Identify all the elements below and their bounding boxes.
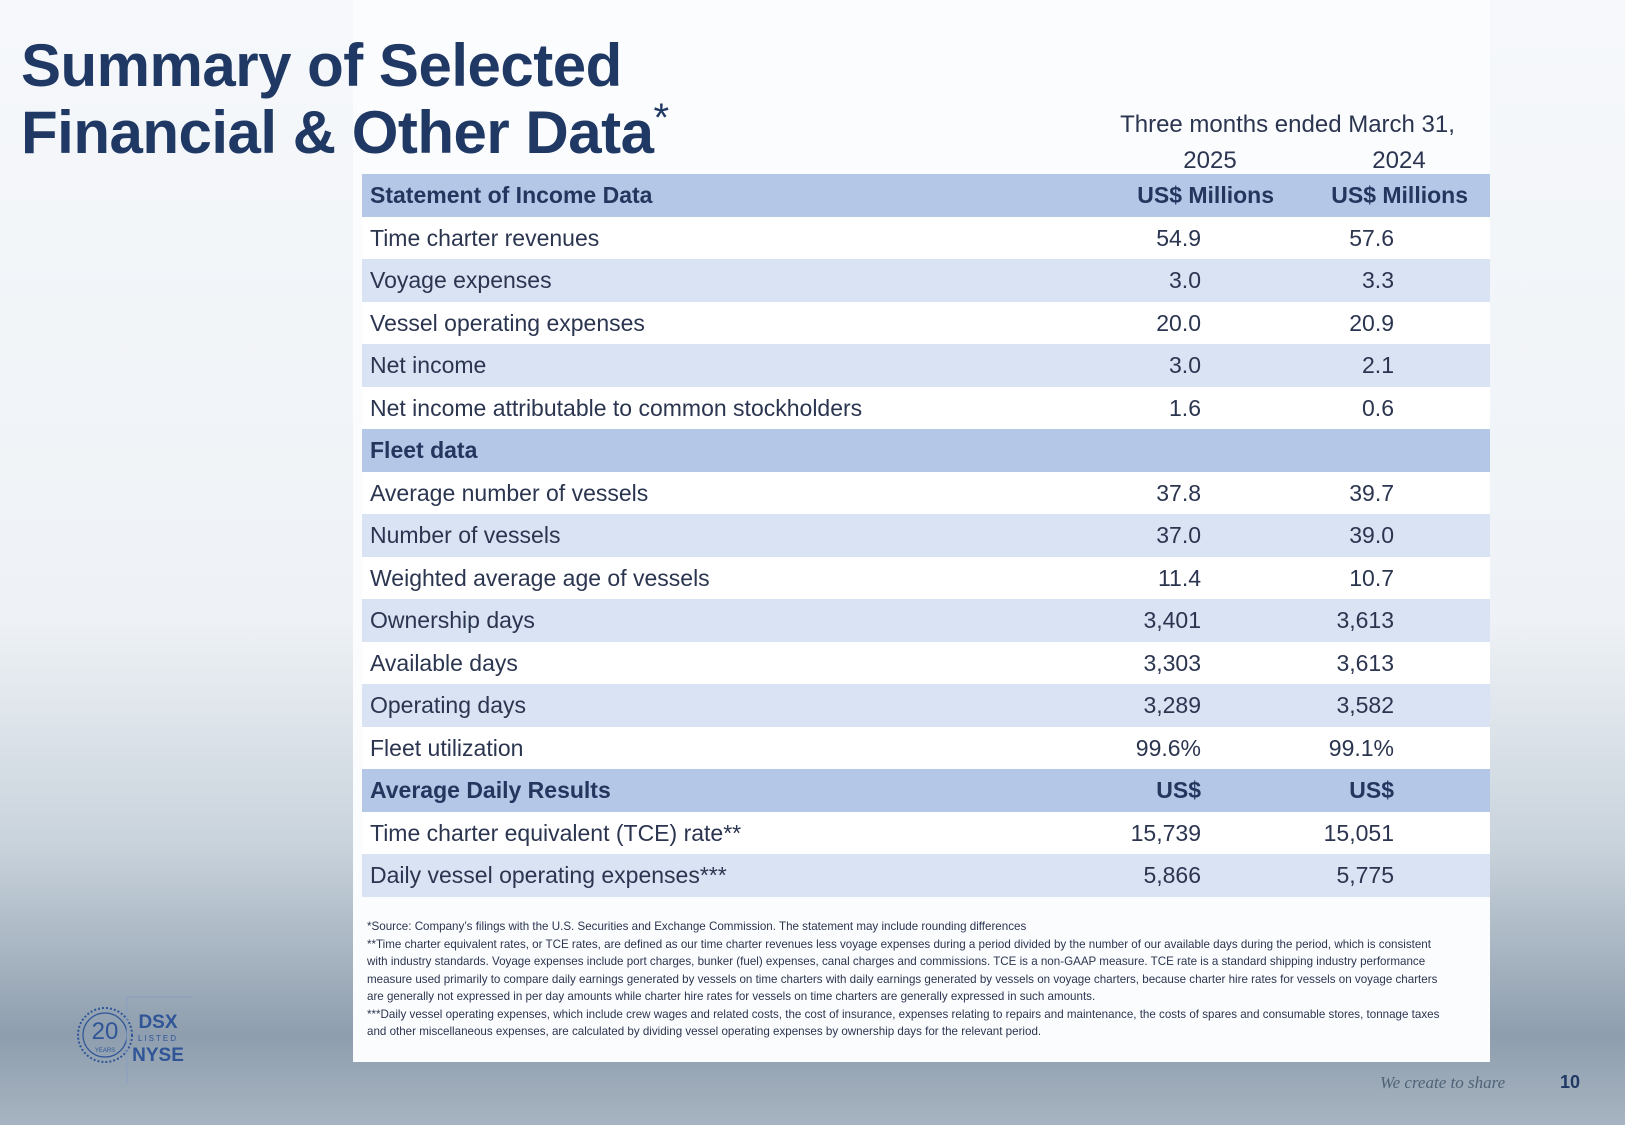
cell-value: 15,739 <box>1130 819 1201 846</box>
table-row: Net income attributable to common stockh… <box>362 386 1490 429</box>
cell-value: 99.1% <box>1328 734 1394 761</box>
period-header: Three months ended March 31, <box>1120 111 1455 138</box>
cell-value: 39.7 <box>1349 479 1394 506</box>
row-label: Net income <box>370 352 487 378</box>
cell-value: 3,303 <box>1143 649 1201 676</box>
table-row: Ownership days 3,401 3,613 <box>362 599 1490 642</box>
title-marker: * <box>653 96 669 140</box>
logo: 20 YEARS DSX LISTED NYSE <box>77 996 192 1083</box>
row-label: Operating days <box>370 692 526 718</box>
table-row: Average number of vessels 37.8 39.7 <box>362 471 1490 514</box>
cell-value: 20.0 <box>1156 309 1201 336</box>
page-number: 10 <box>1560 1072 1581 1092</box>
row-label: Time charter equivalent (TCE) rate** <box>370 819 742 846</box>
row-label: Vessel operating expenses <box>370 309 645 336</box>
cell-value: 39.0 <box>1349 522 1394 548</box>
cell-value: 5,775 <box>1336 862 1394 888</box>
table-row: Number of vessels 37.0 39.0 <box>362 514 1490 557</box>
unit-label: US$ <box>1349 777 1394 803</box>
cell-value: 3,613 <box>1336 649 1394 676</box>
logo-bottom: NYSE <box>132 1045 184 1066</box>
row-label: Ownership days <box>370 607 535 633</box>
table-row: Daily vessel operating expenses*** 5,866 5… <box>362 854 1490 897</box>
cell-value: 0.6 <box>1362 394 1394 421</box>
year-header: 2025 <box>1183 147 1237 174</box>
section-title: Statement of Income Data <box>370 182 653 208</box>
row-label: Average number of vessels <box>370 479 649 506</box>
tagline: We create to share <box>1380 1073 1506 1092</box>
cell-value: 10.7 <box>1349 564 1394 591</box>
footnote: *Source: Company’s filings with the U.S.… <box>367 920 1027 933</box>
footnote: **Time charter equivalent rates, or TCE … <box>367 937 1438 1004</box>
unit-label: US$ <box>1156 777 1201 803</box>
cell-value: 57.6 <box>1349 224 1394 251</box>
logo-years-label: YEARS <box>95 1048 115 1054</box>
section-header: Average Daily Results US$ US$ <box>362 769 1490 812</box>
year-header: 2024 <box>1372 147 1426 174</box>
section-title: Fleet data <box>370 437 478 463</box>
row-label: Weighted average age of vessels <box>370 564 710 591</box>
cell-value: 3,582 <box>1336 692 1394 718</box>
row-label: Available days <box>370 649 518 676</box>
cell-value: 11.4 <box>1157 564 1201 591</box>
title-text: Financial & Other Data <box>21 99 654 166</box>
cell-value: 15,051 <box>1323 819 1394 846</box>
row-label: Fleet utilization <box>370 734 524 761</box>
cell-value: 3,289 <box>1143 692 1201 718</box>
cell-value: 1.6 <box>1169 394 1201 421</box>
unit-label: US$ Millions <box>1137 182 1274 208</box>
row-label: Voyage expenses <box>370 267 552 293</box>
table-row: Fleet utilization 99.6% 99.1% <box>362 726 1490 769</box>
footnotes: *Source: Company’s filings with the U.S.… <box>367 918 1452 1041</box>
cell-value: 54.9 <box>1156 224 1201 251</box>
cell-value: 2.1 <box>1362 352 1394 378</box>
data-table: Statement of Income Data US$ Millions US$ … <box>362 174 1490 897</box>
title-line: Financial & Other Data* <box>21 98 669 163</box>
table-row: Available days 3,303 3,613 <box>362 641 1490 684</box>
logo-top: DSX <box>138 1012 177 1033</box>
cell-value: 20.9 <box>1349 309 1394 336</box>
table-row: Net income 3.0 2.1 <box>362 344 1490 387</box>
table-row: Vessel operating expenses 20.0 20.9 <box>362 301 1490 344</box>
row-label: Daily vessel operating expenses*** <box>370 862 727 888</box>
row-label: Time charter revenues <box>370 224 600 251</box>
section-header: Fleet data <box>362 429 1490 472</box>
cell-value: 37.0 <box>1156 522 1201 548</box>
cell-value: 3.0 <box>1169 352 1201 378</box>
unit-label: US$ Millions <box>1331 182 1468 208</box>
logo-years-number: 20 <box>92 1018 119 1045</box>
cell-value: 5,866 <box>1143 862 1201 888</box>
table-row: Operating days 3,289 3,582 <box>362 684 1490 727</box>
table-row: Weighted average age of vessels 11.4 10.7 <box>362 556 1490 599</box>
table-row: Voyage expenses 3.0 3.3 <box>362 259 1490 302</box>
logo-middle: LISTED <box>138 1034 178 1043</box>
title-line: Summary of Selected <box>21 32 622 99</box>
row-label: Net income attributable to common stockh… <box>370 394 863 421</box>
table-row: Time charter revenues 54.9 57.6 <box>362 216 1490 259</box>
cell-value: 99.6% <box>1135 734 1201 761</box>
table-row: Time charter equivalent (TCE) rate** 15,7… <box>362 811 1490 854</box>
cell-value: 3,401 <box>1143 607 1201 633</box>
row-label: Number of vessels <box>370 522 561 548</box>
footnote: ***Daily vessel operating expenses, whic… <box>367 1007 1440 1039</box>
section-header: Statement of Income Data US$ Millions US$ … <box>362 174 1490 217</box>
cell-value: 37.8 <box>1156 479 1201 506</box>
cell-value: 3.0 <box>1169 267 1201 293</box>
section-title: Average Daily Results <box>370 777 611 803</box>
cell-value: 3,613 <box>1336 607 1394 633</box>
cell-value: 3.3 <box>1362 267 1394 293</box>
logo-ring <box>77 1007 133 1063</box>
